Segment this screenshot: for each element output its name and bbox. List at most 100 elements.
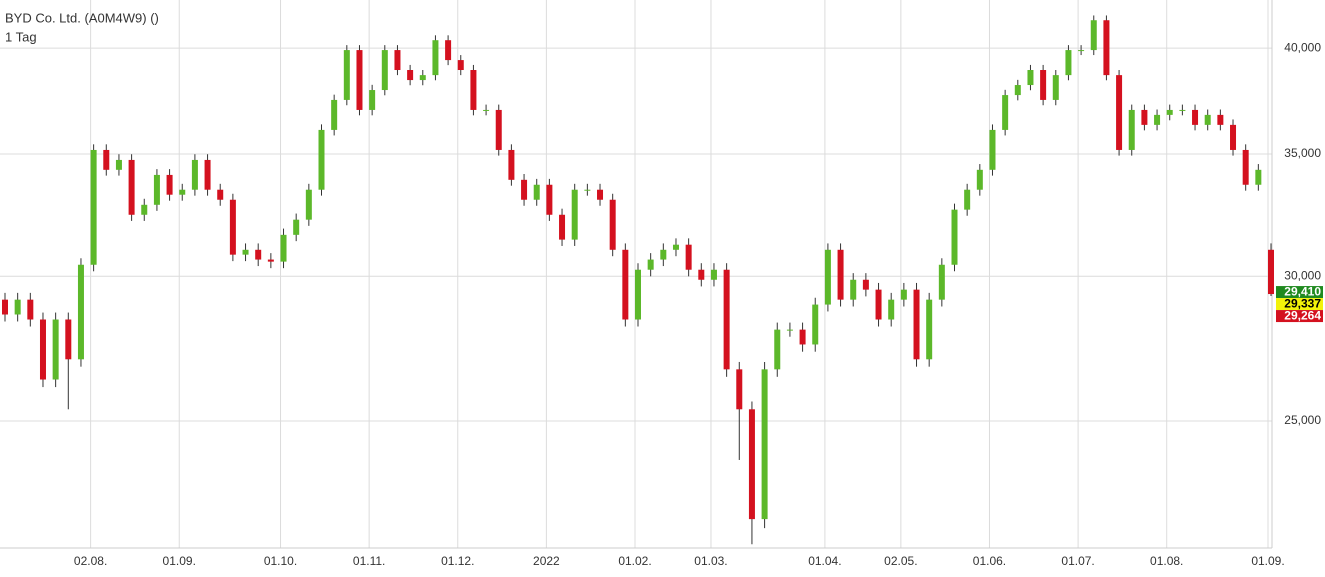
candle-body — [381, 50, 388, 91]
x-tick-label: 01.07. — [1061, 554, 1094, 568]
candle-body — [394, 50, 401, 71]
candle-body — [900, 289, 907, 300]
candle-body — [812, 304, 819, 345]
chart-subtitle: 1 Tag — [5, 29, 37, 44]
candle-body — [318, 129, 325, 190]
price-label-box — [1276, 286, 1323, 299]
candle-body — [685, 244, 692, 270]
x-tick-label: 2022 — [533, 554, 560, 568]
candle-body — [976, 169, 983, 190]
candle-body — [635, 269, 641, 320]
candle-body — [179, 189, 186, 195]
candle-body — [204, 159, 211, 190]
candle-body — [90, 149, 97, 265]
candle-body — [913, 289, 920, 360]
candle-body — [508, 149, 515, 180]
candle-body — [609, 199, 616, 250]
candle-body — [533, 184, 540, 200]
candle-body — [1078, 50, 1085, 52]
candle-body — [470, 70, 477, 110]
candle-body — [850, 279, 857, 300]
candle-body — [672, 244, 679, 250]
candle-body — [875, 289, 882, 320]
candle-body — [736, 369, 743, 410]
candle-body — [39, 319, 46, 380]
x-tick-label: 01.03. — [694, 554, 727, 568]
candle-body — [115, 159, 122, 170]
x-tick-label: 01.10. — [264, 554, 297, 568]
candle-body — [27, 299, 34, 320]
candle-body — [217, 189, 224, 200]
candle-body — [255, 249, 262, 260]
candle-body — [938, 264, 945, 300]
candle-body — [964, 189, 971, 210]
candle-body — [331, 99, 338, 130]
y-tick-label: 25,000 — [1284, 413, 1321, 427]
candle-body — [305, 189, 312, 220]
candle-body — [293, 219, 300, 235]
candle-body — [1103, 20, 1110, 76]
candle-body — [1230, 124, 1237, 150]
candle-body — [14, 299, 21, 315]
candle-body — [1217, 114, 1224, 125]
candle-body — [521, 179, 528, 200]
chart-title: BYD Co. Ltd. (A0M4W9) () — [5, 10, 159, 25]
candle-body — [356, 50, 363, 110]
candle-body — [1192, 109, 1199, 125]
candle-body — [698, 269, 705, 280]
candle-body — [1268, 249, 1274, 295]
candle-body — [761, 369, 768, 520]
candle-body — [457, 60, 464, 71]
x-tick-label: 01.09. — [1251, 554, 1284, 568]
candle-body — [546, 184, 553, 215]
candle-body — [1166, 109, 1173, 115]
y-tick-label: 30,000 — [1284, 268, 1321, 282]
candle-body — [229, 199, 236, 255]
candle-body — [153, 174, 160, 205]
candle-body — [723, 269, 730, 370]
candle-body — [1052, 75, 1059, 100]
candle-body — [622, 249, 629, 320]
candle-body — [710, 269, 717, 280]
candle-body — [559, 214, 566, 240]
candle-body — [1040, 70, 1047, 100]
x-tick-label: 01.11. — [353, 554, 385, 568]
candles — [2, 15, 1274, 545]
candle-body — [786, 329, 793, 331]
candle-body — [989, 129, 996, 170]
candle-body — [2, 299, 8, 315]
candle-body — [103, 149, 110, 170]
candle-body — [647, 259, 654, 270]
candle-body — [774, 329, 781, 370]
candle-body — [1027, 70, 1034, 86]
candle-body — [951, 209, 958, 265]
price-label-box — [1276, 310, 1323, 323]
candle-body — [419, 75, 426, 81]
candle-body — [343, 50, 350, 100]
candle-body — [65, 319, 72, 360]
candle-body — [267, 259, 274, 262]
candle-body — [432, 40, 439, 76]
candle-body — [660, 249, 667, 260]
price-label: 29,337 — [1284, 297, 1321, 311]
price-label: 29,264 — [1284, 309, 1321, 323]
y-tick-label: 40,000 — [1284, 40, 1321, 54]
candle-body — [407, 70, 414, 81]
candle-body — [242, 249, 249, 255]
candle-body — [837, 249, 844, 300]
candle-body — [128, 159, 135, 215]
candle-body — [191, 159, 198, 190]
x-tick-label: 02.05. — [884, 554, 917, 568]
x-tick-label: 01.12. — [441, 554, 474, 568]
candle-body — [280, 234, 287, 262]
price-label-box — [1276, 298, 1323, 311]
candle-body — [52, 319, 59, 380]
candle-body — [748, 409, 755, 520]
candle-body — [1242, 149, 1249, 185]
candle-body — [166, 174, 173, 195]
candle-body — [483, 109, 490, 111]
candle-body — [926, 299, 933, 360]
candle-body — [77, 264, 84, 360]
